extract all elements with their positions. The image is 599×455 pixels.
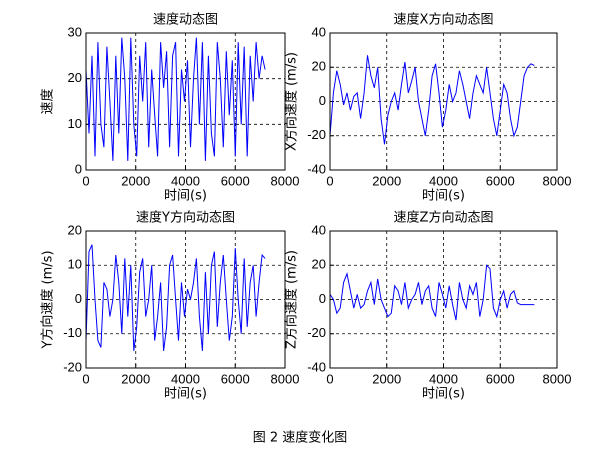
x-tick-label: 4000 [429, 173, 458, 188]
y-axis-label: Y方向速度 (m/s) [40, 250, 56, 349]
y-axis-label: X方向速度 (m/s) [284, 52, 300, 151]
y-tick-label: 20 [68, 70, 82, 85]
y-tick-label: 0 [75, 161, 82, 176]
y-tick-label: 30 [68, 24, 82, 39]
y-tick-label: 0 [319, 93, 326, 108]
x-tick-label: 4000 [171, 371, 200, 386]
x-tick-label: 0 [82, 371, 89, 386]
y-tick-label: -20 [307, 325, 326, 340]
axes-frame [329, 230, 558, 369]
y-tick-label: -40 [307, 161, 326, 176]
x-tick-label: 8000 [271, 173, 300, 188]
x-tick-label: 2000 [372, 371, 401, 386]
data-line [329, 55, 535, 145]
y-tick-label: 0 [319, 291, 326, 306]
data-line [85, 244, 266, 351]
x-axis-label: 时间(s) [164, 189, 207, 204]
x-tick-label: 0 [82, 173, 89, 188]
chart-title: 速度Z方向动态图 [394, 210, 494, 226]
x-tick-label: 6000 [486, 173, 515, 188]
x-tick-label: 0 [326, 173, 333, 188]
x-tick-label: 0 [326, 371, 333, 386]
axes-frame [85, 32, 286, 171]
y-tick-label: -20 [307, 127, 326, 142]
x-tick-label: 6000 [486, 371, 515, 386]
y-tick-label: 40 [312, 222, 326, 237]
y-tick-label: -40 [307, 359, 326, 374]
caption: 图 2 速度变化图 [253, 430, 348, 446]
y-tick-label: 20 [312, 257, 326, 272]
y-axis-label: 速度 [40, 88, 56, 114]
y-tick-label: 20 [312, 59, 326, 74]
y-tick-label: 10 [68, 257, 82, 272]
x-tick-label: 6000 [221, 173, 250, 188]
axes-frame [85, 230, 286, 369]
x-tick-label: 6000 [221, 371, 250, 386]
y-tick-label: -10 [63, 325, 82, 340]
x-tick-label: 4000 [429, 371, 458, 386]
chart-title: 速度动态图 [153, 12, 218, 28]
x-tick-label: 2000 [121, 371, 150, 386]
y-tick-label: 10 [68, 116, 82, 131]
x-tick-label: 2000 [121, 173, 150, 188]
x-axis-label: 时间(s) [422, 189, 465, 204]
x-tick-label: 8000 [543, 371, 572, 386]
data-line [329, 264, 535, 321]
x-tick-label: 8000 [543, 173, 572, 188]
chart-title: 速度X方向动态图 [394, 12, 494, 28]
y-tick-label: 40 [312, 24, 326, 39]
y-tick-label: -20 [63, 359, 82, 374]
data-line [85, 37, 266, 161]
x-tick-label: 8000 [271, 371, 300, 386]
x-axis-label: 时间(s) [164, 387, 207, 402]
y-tick-label: 20 [68, 222, 82, 237]
y-tick-label: 0 [75, 291, 82, 306]
axes-frame [329, 32, 558, 171]
y-axis-label: Z方向速度 (m/s) [284, 250, 300, 349]
x-axis-label: 时间(s) [422, 387, 465, 402]
x-tick-label: 4000 [171, 173, 200, 188]
chart-title: 速度Y方向动态图 [136, 210, 235, 226]
x-tick-label: 2000 [372, 173, 401, 188]
